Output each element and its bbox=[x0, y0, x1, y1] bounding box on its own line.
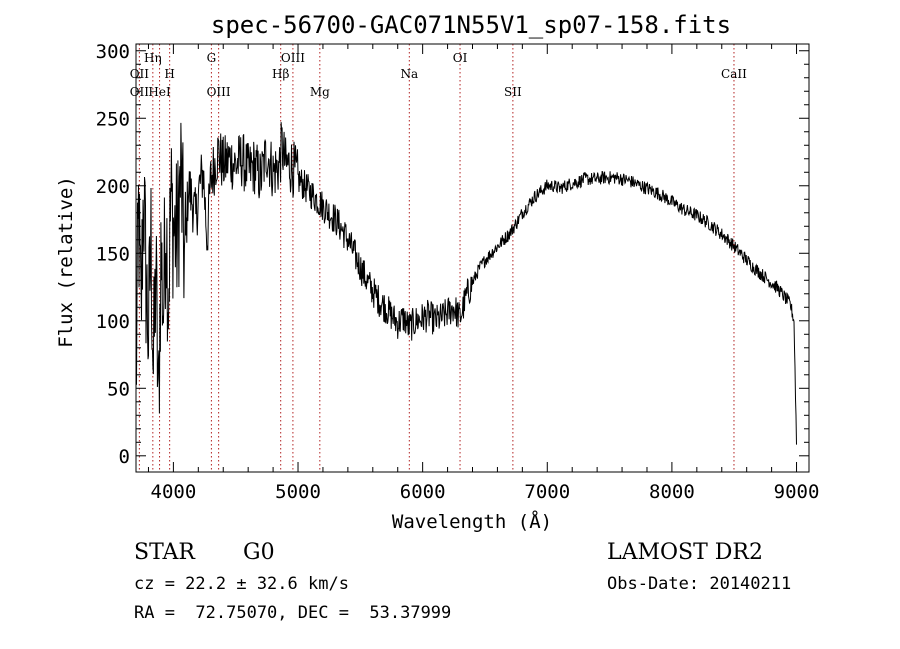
x-tick-label: 4000 bbox=[151, 481, 197, 503]
object-class: STAR bbox=[134, 540, 195, 565]
spectral-line-label: OII bbox=[130, 67, 150, 81]
x-tick-label: 8000 bbox=[649, 481, 695, 503]
y-tick-label: 200 bbox=[96, 176, 130, 198]
spectral-line-label: Hη bbox=[144, 51, 162, 65]
survey-name: LAMOST DR2 bbox=[607, 540, 763, 565]
y-axis-ticks: 0 50 100 150 200 250 300 bbox=[96, 41, 809, 468]
y-tick-label: 150 bbox=[96, 243, 130, 265]
y-axis-label: Flux (relative) bbox=[55, 176, 77, 348]
spectral-line-label: OI bbox=[453, 51, 468, 65]
x-axis-label: Wavelength (Å) bbox=[392, 510, 552, 533]
spectral-line-label: OIII bbox=[207, 85, 231, 99]
spectral-line-label: OIII bbox=[281, 51, 305, 65]
x-tick-label: 7000 bbox=[524, 481, 570, 503]
spectral-line-label: Hβ bbox=[272, 67, 289, 81]
redshift-text: cz = 22.2 ± 32.6 km/s bbox=[134, 574, 349, 594]
spectral-line-label: H bbox=[164, 67, 174, 81]
obs-date: Obs-Date: 20140211 bbox=[607, 574, 792, 594]
plot-frame bbox=[135, 43, 810, 473]
spectral-line-label: CaII bbox=[721, 67, 747, 81]
x-tick-label: 9000 bbox=[774, 481, 820, 503]
chart-title: spec-56700-GAC071N55V1_sp07-158.fits bbox=[211, 11, 731, 39]
spectral-line-markers bbox=[138, 44, 735, 472]
x-tick-label: 5000 bbox=[275, 481, 321, 503]
spectral-line-label: OII bbox=[130, 85, 150, 99]
spectral-line-label: G bbox=[207, 51, 217, 65]
spectrum-line bbox=[135, 122, 797, 445]
y-tick-label: 50 bbox=[107, 378, 130, 400]
y-tick-label: 250 bbox=[96, 108, 130, 130]
spectral-line-label: Mg bbox=[310, 85, 330, 99]
y-tick-label: 0 bbox=[119, 446, 130, 468]
spectral-line-label: Na bbox=[400, 67, 418, 81]
y-tick-label: 300 bbox=[96, 41, 130, 63]
x-tick-label: 6000 bbox=[400, 481, 446, 503]
coordinates: RA = 72.75070, DEC = 53.37999 bbox=[134, 603, 452, 623]
spectral-line-label: SII bbox=[504, 85, 522, 99]
spectral-line-label: HeI bbox=[148, 85, 171, 99]
x-axis-ticks: 4000 5000 6000 7000 8000 9000 bbox=[147, 44, 820, 503]
object-subclass: G0 bbox=[243, 540, 275, 565]
y-tick-label: 100 bbox=[96, 311, 130, 333]
